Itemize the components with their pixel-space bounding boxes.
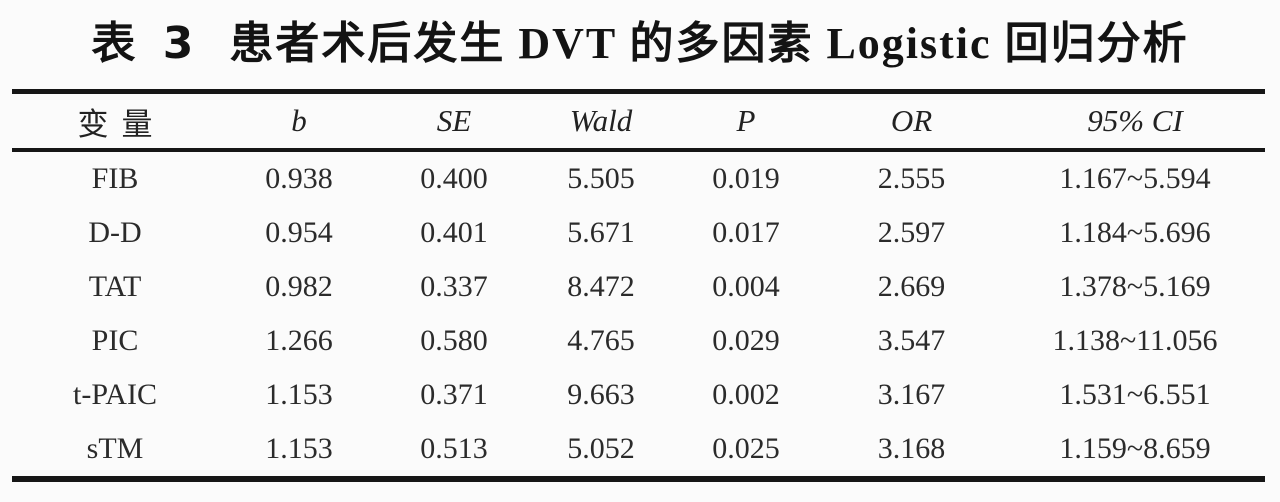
cell-b: 1.153 <box>265 432 333 465</box>
cell-ci: 1.531~6.551 <box>1059 378 1211 411</box>
cell-p: 0.017 <box>712 216 780 249</box>
cell-p: 0.004 <box>712 270 780 303</box>
col-header-or: OR <box>890 103 933 138</box>
cell-variable: PIC <box>91 324 139 357</box>
cell-ci: 1.184~5.696 <box>1059 216 1211 249</box>
cell-se: 0.513 <box>420 432 488 465</box>
cell-wald: 5.505 <box>567 162 635 195</box>
cell-or: 3.168 <box>877 432 946 465</box>
cell-or: 3.167 <box>877 378 946 411</box>
table-body: FIB 0.938 0.400 5.505 0.019 2.555 1.167~… <box>12 150 1265 479</box>
table-row-dd: D-D 0.954 0.401 5.671 0.017 2.597 1.184~… <box>12 206 1265 260</box>
cell-se: 0.371 <box>420 378 488 411</box>
cell-variable: D-D <box>88 216 142 249</box>
cell-se: 0.580 <box>420 324 488 357</box>
cell-b: 0.982 <box>265 270 333 303</box>
col-header-p: P <box>736 103 756 138</box>
table-number: 表 3 <box>91 18 200 69</box>
col-header-se: SE <box>436 103 472 138</box>
logistic-regression-table: 变量 b SE Wald P OR 95% CI FIB 0.938 0.400… <box>12 89 1265 482</box>
cell-p: 0.029 <box>712 324 780 357</box>
cell-p: 0.025 <box>712 432 780 465</box>
cell-or: 3.547 <box>877 324 946 357</box>
cell-or: 2.597 <box>877 216 946 249</box>
cell-b: 1.266 <box>265 324 333 357</box>
cell-ci: 1.138~11.056 <box>1052 324 1218 357</box>
header-row: 变量 b SE Wald P OR 95% CI <box>12 92 1265 150</box>
cell-se: 0.400 <box>420 162 488 195</box>
table-title-text: 患者术后发生 DVT 的多因素 Logistic 回归分析 <box>229 19 1189 68</box>
cell-ci: 1.167~5.594 <box>1059 162 1211 195</box>
cell-variable: TAT <box>88 270 142 303</box>
cell-p: 0.019 <box>712 162 780 195</box>
cell-ci: 1.159~8.659 <box>1059 432 1211 465</box>
cell-se: 0.401 <box>420 216 488 249</box>
table-caption: 表 3 患者术后发生 DVT 的多因素 Logistic 回归分析 <box>0 12 1280 76</box>
cell-ci: 1.378~5.169 <box>1059 270 1211 303</box>
cell-wald: 9.663 <box>567 378 635 411</box>
cell-wald: 8.472 <box>567 270 635 303</box>
table-row-tpaic: t-PAIC 1.153 0.371 9.663 0.002 3.167 1.5… <box>12 368 1265 422</box>
cell-or: 2.555 <box>877 162 946 195</box>
cell-wald: 5.052 <box>567 432 635 465</box>
table-row-tat: TAT 0.982 0.337 8.472 0.004 2.669 1.378~… <box>12 260 1265 314</box>
cell-b: 1.153 <box>265 378 333 411</box>
table-row-pic: PIC 1.266 0.580 4.765 0.029 3.547 1.138~… <box>12 314 1265 368</box>
cell-wald: 5.671 <box>567 216 635 249</box>
cell-se: 0.337 <box>420 270 488 303</box>
col-header-wald: Wald <box>569 103 633 138</box>
cell-b: 0.954 <box>265 216 333 249</box>
cell-variable: FIB <box>91 162 139 195</box>
cell-p: 0.002 <box>712 378 780 411</box>
col-header-ci: 95% CI <box>1087 103 1183 138</box>
col-header-variable: 变量 <box>77 106 166 142</box>
cell-variable: t-PAIC <box>73 378 157 411</box>
table-header: 变量 b SE Wald P OR 95% CI <box>12 92 1265 150</box>
cell-b: 0.938 <box>265 162 333 195</box>
cell-or: 2.669 <box>877 270 946 303</box>
table-row-stm: sTM 1.153 0.513 5.052 0.025 3.168 1.159~… <box>12 422 1265 479</box>
col-header-b: b <box>291 103 307 138</box>
cell-variable: sTM <box>86 432 144 465</box>
table-row-fib: FIB 0.938 0.400 5.505 0.019 2.555 1.167~… <box>12 150 1265 206</box>
cell-wald: 4.765 <box>567 324 635 357</box>
